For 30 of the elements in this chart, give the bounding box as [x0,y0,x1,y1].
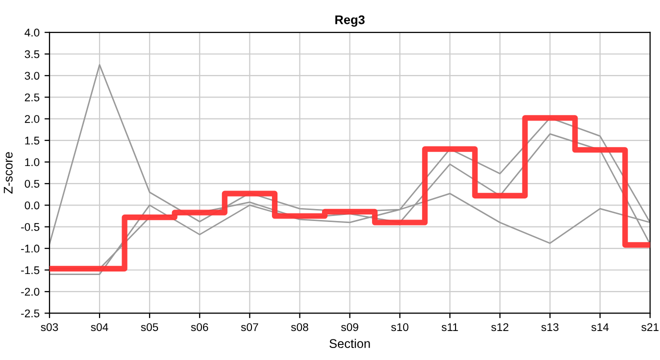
y-tick-label: 3.5 [24,50,40,58]
x-tick-label: s05 [140,323,158,332]
y-tick-label: -2.0 [21,288,40,296]
chart-title: Reg3 [335,15,365,27]
y-tick-label: 2.5 [24,93,40,102]
x-axis-title: Section [330,338,370,348]
x-tick-label: s11 [442,323,458,332]
x-tick-label: s07 [241,323,258,332]
y-tick-label: -1.0 [21,244,40,253]
x-tick-label: s09 [341,323,358,332]
y-tick-label: 1.0 [25,158,40,166]
y-tick-label: 4.0 [24,28,40,37]
y-tick-label: 0.5 [24,180,40,188]
y-tick-label: -2.5 [21,309,40,318]
x-tick-label: s12 [491,323,508,332]
y-tick-label: 0.0 [24,201,40,210]
x-tick-label: s06 [191,323,208,332]
x-tick-label: s10 [391,323,408,332]
x-tick-label: s03 [40,323,58,332]
y-tick-label: -0.5 [21,223,40,231]
x-tick-label: s04 [90,323,108,332]
x-tick-label: s21 [641,323,659,332]
x-tick-label: s08 [291,323,308,332]
x-tick-label: s13 [541,323,558,332]
x-tick-label: s14 [591,323,609,332]
y-axis-title: Z-score [4,152,13,194]
y-tick-label: -1.5 [21,266,40,274]
y-tick-label: 2.0 [24,115,40,123]
y-tick-label: 3.0 [24,72,40,80]
y-tick-label: 1.5 [25,136,40,145]
